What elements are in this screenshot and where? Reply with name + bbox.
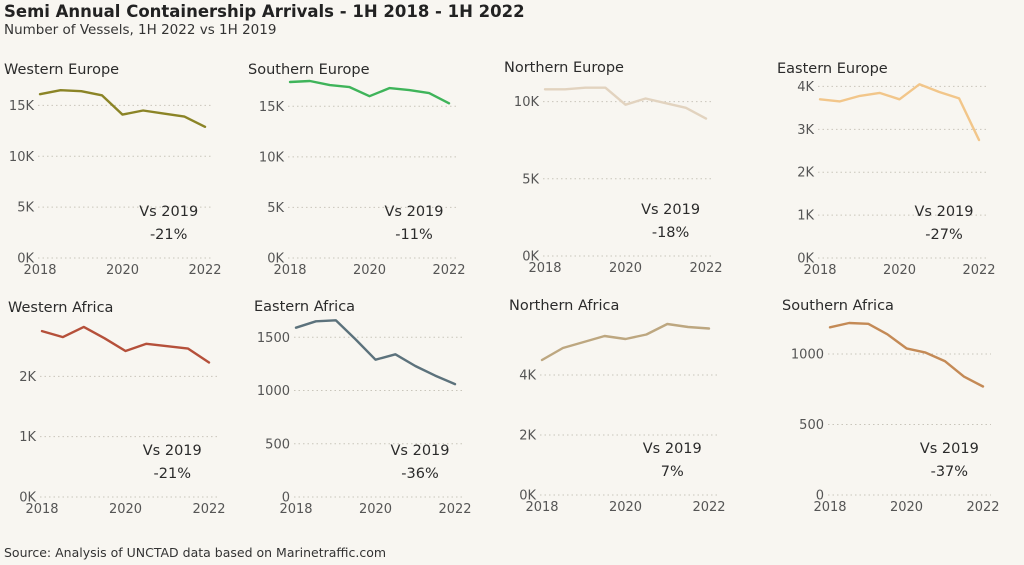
x-tick-label: 2022: [438, 502, 471, 517]
x-tick-label: 2018: [279, 502, 312, 517]
x-tick-label: 2020: [609, 261, 642, 276]
vs-2019-label: Vs 2019: [385, 204, 444, 220]
y-tick-label: 1000: [257, 384, 290, 399]
vs-2019-label: Vs 2019: [641, 202, 700, 218]
vs-2019-label: Vs 2019: [143, 443, 202, 459]
y-tick-label: 10K: [9, 150, 35, 165]
panel-title: Northern Africa: [509, 298, 619, 314]
change-percent-label: -36%: [401, 466, 438, 482]
vs-2019-label: Vs 2019: [643, 441, 702, 457]
x-tick-label: 2022: [432, 263, 465, 278]
y-tick-label: 0: [816, 489, 824, 504]
x-tick-label: 2018: [528, 261, 561, 276]
panel-title: Northern Europe: [504, 60, 624, 76]
panel-title: Southern Africa: [782, 298, 894, 314]
y-tick-label: 5K: [267, 201, 284, 216]
change-percent-label: 7%: [661, 464, 684, 480]
change-percent-label: -11%: [395, 227, 432, 243]
panel-title: Western Africa: [8, 300, 113, 316]
y-tick-label: 4K: [519, 369, 536, 384]
panel-title: Eastern Africa: [254, 299, 355, 315]
x-tick-label: 2022: [192, 502, 225, 517]
y-tick-label: 0K: [522, 250, 539, 265]
x-tick-label: 2020: [353, 263, 386, 278]
y-tick-label: 0K: [17, 252, 34, 267]
series-line: [828, 321, 985, 388]
y-tick-label: 0K: [797, 252, 814, 267]
panel-southern-europe: Southern Europe 0K 5K 10K 15K 2018 2020 2022 Vs …: [248, 62, 466, 278]
panel-western-europe: Western Europe 0K 5K 10K 15K 2018 2020 2022 Vs 2…: [4, 62, 222, 278]
panel-western-africa: Western Africa 0K 1K 2K 2018 2020 2022 Vs 2019 -…: [8, 300, 226, 517]
source-note: Source: Analysis of UNCTAD data based on…: [4, 545, 387, 560]
panel-title: Eastern Europe: [777, 61, 888, 77]
series-line: [540, 322, 711, 362]
panel-eastern-africa: Eastern Africa 0 500 1000 1500 2018 2020 2022 Vs…: [254, 299, 472, 517]
x-tick-label: 2020: [609, 500, 642, 515]
y-tick-label: 3K: [797, 123, 814, 138]
vs-2019-label: Vs 2019: [391, 443, 450, 459]
change-percent-label: -37%: [931, 464, 968, 480]
y-tick-label: 15K: [9, 99, 35, 114]
x-tick-label: 2018: [525, 500, 558, 515]
panel-eastern-europe: Eastern Europe 0K 1K 2K 3K 4K 2018 2020 2022 Vs 2…: [777, 61, 996, 278]
panel-title: Southern Europe: [248, 62, 370, 78]
series-line: [818, 83, 981, 142]
series-line: [543, 86, 708, 120]
y-tick-label: 500: [265, 437, 290, 452]
x-tick-label: 2018: [813, 500, 846, 515]
series-line: [40, 325, 211, 364]
change-percent-label: -21%: [154, 466, 191, 482]
y-tick-label: 2K: [797, 166, 814, 181]
page-subtitle: Number of Vessels, 1H 2022 vs 1H 2019: [4, 22, 277, 38]
panel-northern-africa: Northern Africa 0K 2K 4K 2018 2020 2022 Vs 2019…: [509, 298, 726, 515]
panel-southern-africa: Southern Africa 0 500 1000 2018 2020 2022 Vs 20…: [782, 298, 1000, 515]
y-tick-label: 500: [799, 418, 824, 433]
y-tick-label: 15K: [259, 100, 285, 115]
x-tick-label: 2020: [106, 263, 139, 278]
y-tick-label: 1000: [791, 348, 824, 363]
series-line: [288, 79, 451, 105]
x-tick-label: 2022: [188, 263, 221, 278]
y-tick-label: 10K: [259, 150, 285, 165]
page-title: Semi Annual Containership Arrivals - 1H …: [4, 2, 525, 21]
x-tick-label: 2022: [689, 261, 722, 276]
y-tick-label: 1K: [19, 430, 36, 445]
y-tick-label: 5K: [17, 201, 34, 216]
change-percent-label: -21%: [150, 227, 187, 243]
y-tick-label: 2K: [19, 370, 36, 385]
vs-2019-label: Vs 2019: [139, 204, 198, 220]
x-tick-label: 2018: [25, 502, 58, 517]
x-tick-label: 2018: [23, 263, 56, 278]
y-tick-label: 10K: [514, 95, 540, 110]
x-tick-label: 2022: [692, 500, 725, 515]
panel-northern-europe: Northern Europe 0K 5K 10K 2018 2020 2022 Vs 201…: [504, 60, 723, 276]
x-tick-label: 2020: [883, 263, 916, 278]
vs-2019-label: Vs 2019: [915, 204, 974, 220]
y-tick-label: 2K: [519, 429, 536, 444]
y-tick-label: 0K: [19, 491, 36, 506]
y-tick-label: 0K: [267, 252, 284, 267]
x-tick-label: 2020: [359, 502, 392, 517]
change-percent-label: -27%: [925, 227, 962, 243]
x-tick-label: 2018: [803, 263, 836, 278]
series-line: [38, 88, 207, 129]
x-tick-label: 2022: [966, 500, 999, 515]
y-tick-label: 1K: [797, 209, 814, 224]
x-tick-label: 2022: [962, 263, 995, 278]
small-multiples-chart: Western Europe 0K 5K 10K 15K 2018 2020 2022 Vs 2…: [4, 60, 1000, 517]
y-tick-label: 1500: [257, 331, 290, 346]
series-line: [294, 319, 457, 386]
x-tick-label: 2018: [273, 263, 306, 278]
panel-title: Western Europe: [4, 62, 119, 78]
y-tick-label: 0K: [519, 489, 536, 504]
y-tick-label: 4K: [797, 80, 814, 95]
y-tick-label: 0: [282, 491, 290, 506]
x-tick-label: 2020: [890, 500, 923, 515]
vs-2019-label: Vs 2019: [920, 441, 979, 457]
y-tick-label: 5K: [522, 172, 539, 187]
change-percent-label: -18%: [652, 225, 689, 241]
x-tick-label: 2020: [109, 502, 142, 517]
